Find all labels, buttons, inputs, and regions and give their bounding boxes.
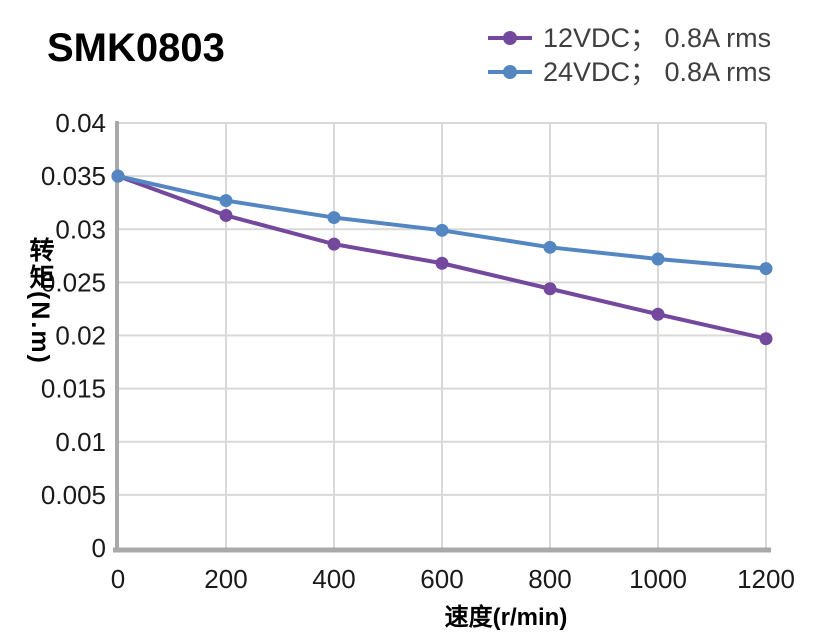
legend-marker-24vdc-icon — [488, 65, 532, 79]
legend-item-12vdc: 12VDC； 0.8A rms — [487, 21, 771, 55]
y-tick-label: 0.03 — [55, 214, 106, 244]
legend-marker-12vdc-icon — [488, 31, 532, 45]
data-point — [759, 262, 773, 276]
data-point — [651, 307, 665, 321]
x-tick-label: 800 — [528, 564, 571, 594]
y-axis-label: 转矩(N.m) — [26, 237, 54, 365]
data-point — [651, 252, 665, 266]
y-tick-label: 0.015 — [41, 374, 106, 404]
y-tick-label: 0.035 — [41, 161, 106, 191]
data-point — [543, 282, 557, 296]
y-tick-label: 0.04 — [55, 108, 106, 138]
x-axis-label: 速度(r/min) — [444, 604, 568, 631]
y-tick-label: 0.005 — [41, 480, 106, 510]
y-tick-label: 0.01 — [55, 427, 106, 457]
chart-title: SMK0803 — [47, 26, 225, 70]
legend-item-24vdc: 24VDC； 0.8A rms — [487, 55, 771, 89]
y-tick-label: 0.02 — [55, 321, 106, 351]
y-tick-label: 0.025 — [41, 267, 106, 297]
x-tick-label: 1000 — [629, 564, 687, 594]
x-tick-label: 600 — [420, 564, 463, 594]
data-point — [759, 332, 773, 346]
data-point — [219, 208, 233, 222]
x-tick-label: 400 — [312, 564, 355, 594]
data-point — [543, 240, 557, 254]
x-tick-label: 200 — [204, 564, 247, 594]
y-tick-label: 0 — [92, 533, 106, 563]
data-point — [327, 211, 341, 225]
data-point — [219, 194, 233, 208]
legend-label-12vdc: 12VDC； 0.8A rms — [543, 22, 772, 53]
x-tick-label: 1200 — [737, 564, 795, 594]
legend-label-24vdc: 24VDC； 0.8A rms — [543, 56, 772, 87]
x-tick-label: 0 — [111, 564, 125, 594]
data-point — [435, 256, 449, 270]
data-point — [111, 169, 125, 183]
data-point — [435, 223, 449, 237]
data-point — [327, 237, 341, 251]
legend: 12VDC； 0.8A rms 24VDC； 0.8A rms — [487, 21, 771, 89]
